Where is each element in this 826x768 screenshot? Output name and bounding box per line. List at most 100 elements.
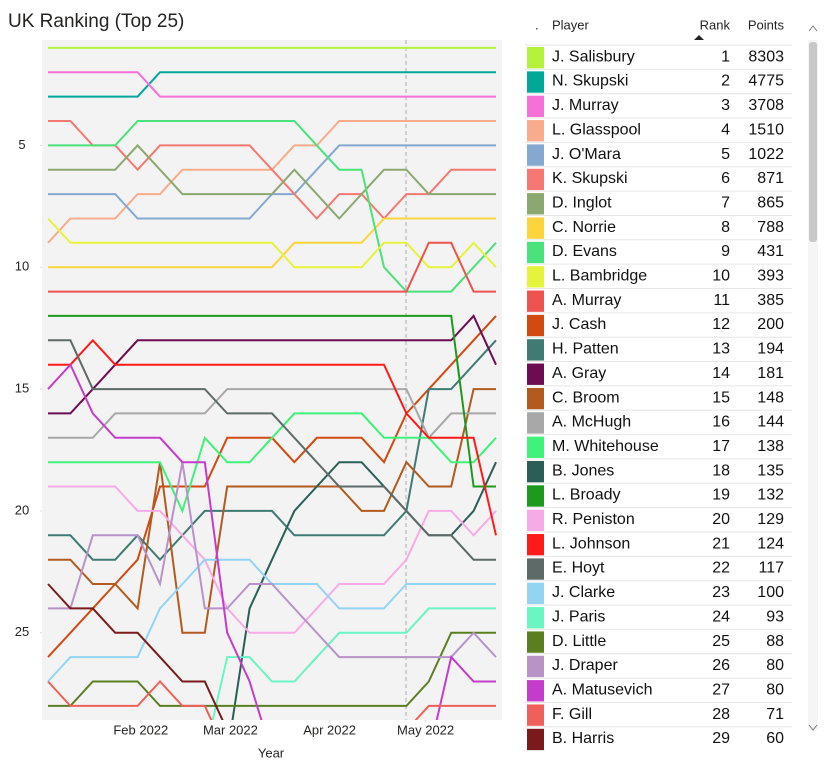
series-line	[48, 71, 496, 98]
points-cell: 117	[758, 560, 784, 577]
points-cell: 1510	[748, 121, 784, 138]
player-name: B. Jones	[552, 462, 614, 479]
color-swatch	[527, 631, 544, 653]
color-swatch	[527, 71, 544, 93]
y-tick-label: 15	[15, 380, 29, 395]
player-name: J. Salisbury	[552, 48, 635, 65]
scroll-down[interactable]	[808, 724, 818, 731]
player-name: L. Johnson	[552, 535, 630, 552]
player-name: B. Harris	[552, 730, 614, 747]
scrollbar-thumb[interactable]	[809, 42, 817, 242]
player-name: J. Clarke	[552, 584, 615, 601]
points-cell: 1022	[748, 146, 784, 163]
series-line	[48, 338, 497, 536]
color-swatch	[527, 290, 544, 312]
points-cell: 88	[766, 633, 784, 650]
x-tick-label: May 2022	[397, 722, 454, 737]
rank-cell: 25	[712, 633, 730, 650]
player-name: J. Paris	[552, 608, 605, 625]
scrollbar-track[interactable]	[808, 40, 818, 730]
sort-indicator[interactable]	[694, 35, 704, 40]
rank-cell: 2	[721, 73, 730, 90]
rank-cell: 22	[712, 560, 730, 577]
points-cell: 3708	[748, 97, 784, 114]
rank-cell: 9	[721, 243, 730, 260]
series-line	[47, 680, 496, 720]
player-name: J. Draper	[552, 657, 618, 674]
color-swatch	[527, 607, 544, 629]
series-line	[48, 339, 496, 561]
series-line	[48, 143, 496, 220]
player-name: A. Gray	[552, 365, 606, 382]
player-name: J. Cash	[552, 316, 606, 333]
series-line	[48, 388, 496, 634]
player-name: J. O'Mara	[552, 146, 621, 163]
x-axis-title: Year	[258, 745, 285, 760]
color-swatch	[527, 728, 544, 751]
player-name: C. Broom	[552, 389, 620, 406]
player-name: A. McHugh	[552, 414, 631, 431]
series-line	[48, 388, 496, 440]
scroll-up[interactable]	[808, 25, 818, 32]
points-cell: 129	[757, 511, 784, 528]
points-cell: 181	[757, 365, 784, 382]
color-swatch	[527, 485, 544, 507]
series-line	[48, 462, 497, 659]
player-name: H. Patten	[552, 341, 619, 358]
color-swatch	[527, 193, 544, 215]
color-swatch	[527, 241, 544, 264]
points-cell: 148	[757, 389, 784, 406]
color-swatch	[527, 339, 544, 361]
player-name: M. Whitehouse	[552, 438, 659, 455]
color-swatch	[527, 95, 544, 118]
series-line	[48, 241, 496, 293]
player-name: J. Murray	[552, 97, 619, 114]
series-line	[48, 120, 496, 220]
x-tick-label: Apr 2022	[303, 722, 356, 737]
series-line	[48, 217, 496, 269]
color-swatch	[527, 680, 544, 702]
rank-cell: 29	[712, 730, 730, 747]
player-name: L. Glasspool	[552, 121, 641, 138]
points-cell: 138	[757, 438, 784, 455]
color-swatch	[527, 387, 544, 410]
rank-cell: 6	[721, 170, 730, 187]
color-swatch	[527, 460, 544, 483]
color-swatch	[527, 509, 544, 531]
rank-cell: 17	[712, 438, 730, 455]
points-cell: 393	[757, 268, 784, 285]
player-name: A. Murray	[552, 292, 621, 309]
color-swatch	[527, 436, 544, 458]
points-cell: 93	[766, 608, 784, 625]
points-cell: 200	[757, 316, 784, 333]
column-header: Player	[552, 17, 590, 32]
rank-cell: 21	[712, 535, 730, 552]
player-name: R. Peniston	[552, 511, 635, 528]
table: . Player Rank Points J. Salisbury 1 8303 N. Sku…	[525, 17, 792, 751]
y-tick-label: 25	[15, 624, 29, 639]
player-name: D. Inglot	[552, 194, 612, 211]
rank-cell: 10	[712, 268, 730, 285]
y-tick-label: 10	[15, 259, 29, 274]
column-header: Rank	[700, 17, 731, 32]
player-name: F. Gill	[552, 706, 592, 723]
player-name: C. Norrie	[552, 219, 616, 236]
points-cell: 8303	[748, 48, 784, 65]
x-tick-label: Feb 2022	[113, 722, 168, 737]
series-line	[48, 314, 496, 488]
series-line	[48, 71, 496, 98]
rank-cell: 1	[721, 48, 730, 65]
rank-cell: 3	[721, 97, 730, 114]
player-name: D. Evans	[552, 243, 617, 260]
player-name: N. Skupski	[552, 73, 628, 90]
points-cell: 124	[757, 535, 784, 552]
points-cell: 135	[757, 462, 784, 479]
points-cell: 431	[757, 243, 784, 260]
points-cell: 385	[757, 292, 784, 309]
series-line	[211, 607, 496, 720]
rank-cell: 26	[712, 657, 730, 674]
plot-area	[42, 40, 502, 720]
rank-cell: 11	[713, 292, 730, 309]
